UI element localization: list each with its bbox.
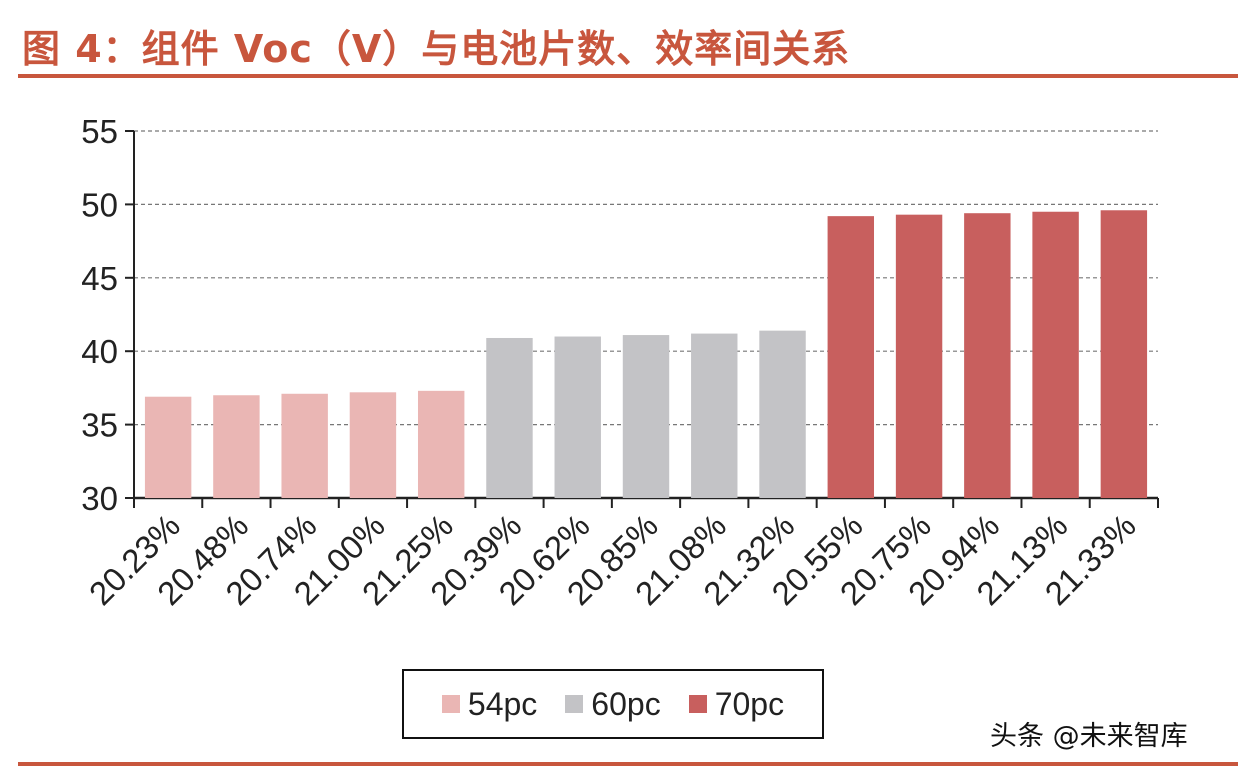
legend-swatch xyxy=(688,695,707,713)
y-tick-label: 45 xyxy=(81,260,118,297)
bar-60pc-6 xyxy=(554,336,601,498)
legend-item-60pc: 60pc xyxy=(565,685,661,723)
legend-label: 54pc xyxy=(467,685,538,722)
legend-swatch xyxy=(441,695,460,713)
legend-item-54pc: 54pc xyxy=(441,685,538,723)
bar-60pc-7 xyxy=(622,335,670,498)
bar-54pc-4 xyxy=(417,390,465,498)
legend-label: 70pc xyxy=(714,685,785,722)
y-tick-label: 35 xyxy=(81,407,118,444)
bar-60pc-9 xyxy=(759,330,806,498)
title-bar: 图 4：组件 Voc（V）与电池片数、效率间关系 xyxy=(22,8,1222,71)
bar-70pc-14 xyxy=(1100,210,1148,498)
y-tick-label: 50 xyxy=(81,186,118,223)
bar-60pc-5 xyxy=(486,337,533,498)
legend-label: 60pc xyxy=(591,685,661,722)
legend-item-70pc: 70pc xyxy=(688,685,785,723)
legend-swatch xyxy=(565,695,584,713)
watermark: 头条 @未来智库 xyxy=(990,721,1188,752)
bottom-divider xyxy=(18,762,1238,766)
bar-70pc-12 xyxy=(964,213,1011,498)
y-tick-label: 30 xyxy=(81,480,118,517)
bar-54pc-2 xyxy=(281,393,328,498)
bar-54pc-1 xyxy=(213,395,260,498)
y-tick-label: 40 xyxy=(81,333,118,370)
bar-70pc-13 xyxy=(1032,211,1079,499)
bar-54pc-3 xyxy=(349,392,397,498)
y-tick-label: 55 xyxy=(81,113,118,150)
bar-70pc-11 xyxy=(895,214,943,498)
title-divider xyxy=(18,74,1238,78)
bar-54pc-0 xyxy=(144,396,192,498)
chart-legend: 54pc 60pc 70pc xyxy=(402,669,824,739)
chart-title: 图 4：组件 Voc（V）与电池片数、效率间关系 xyxy=(22,27,851,71)
bar-70pc-10 xyxy=(827,216,875,499)
bar-60pc-8 xyxy=(691,333,738,498)
